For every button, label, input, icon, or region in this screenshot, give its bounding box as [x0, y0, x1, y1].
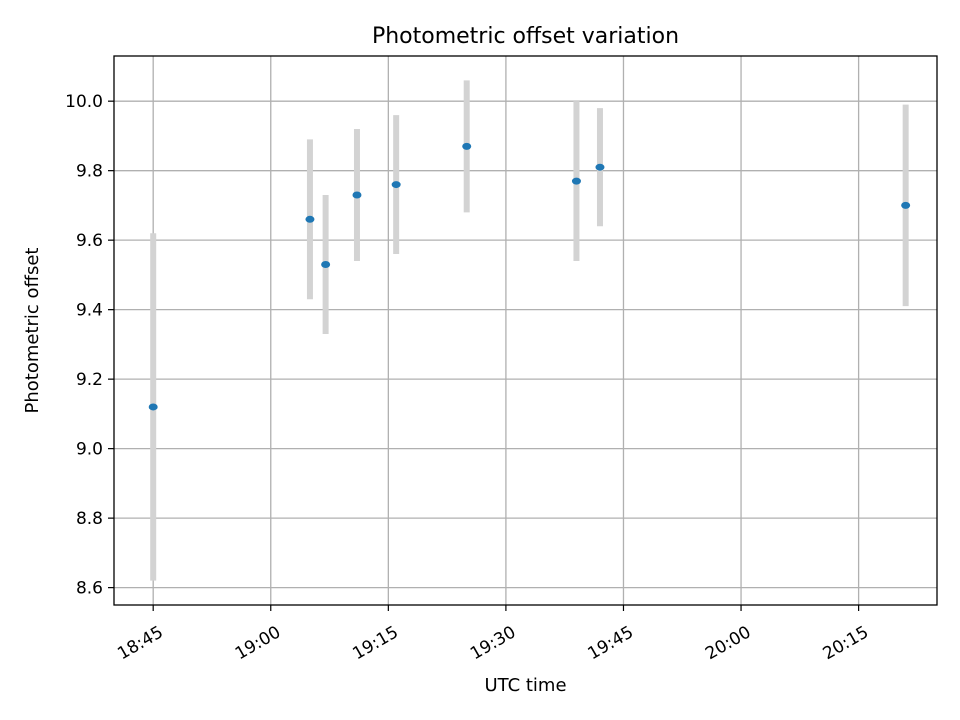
chart-title: Photometric offset variation — [372, 24, 679, 49]
y-tick-label: 8.8 — [76, 509, 103, 529]
data-point — [462, 142, 472, 150]
x-axis-label: UTC time — [484, 675, 566, 696]
data-point — [571, 177, 581, 185]
data-point — [148, 403, 158, 411]
grid — [114, 56, 937, 605]
data-points — [148, 142, 911, 411]
data-point — [321, 260, 331, 268]
data-point — [305, 215, 315, 223]
data-point — [595, 163, 605, 171]
plot-frame — [113, 55, 938, 606]
y-tick-label: 9.4 — [76, 301, 103, 321]
data-point — [901, 201, 911, 209]
y-tick-label: 10.0 — [65, 92, 103, 112]
y-tick-label: 9.8 — [76, 162, 103, 182]
y-tick-label: 9.0 — [76, 440, 103, 460]
y-tick-label: 9.6 — [76, 231, 103, 251]
y-tick-label: 8.6 — [76, 579, 103, 599]
data-point — [391, 181, 401, 189]
data-point — [352, 191, 362, 199]
y-tick-label: 9.2 — [76, 370, 103, 390]
y-axis-label: Photometric offset — [22, 248, 43, 414]
y-axis: 8.6 8.8 9.0 9.2 9.4 9.6 9.8 10.0 — [65, 92, 114, 599]
